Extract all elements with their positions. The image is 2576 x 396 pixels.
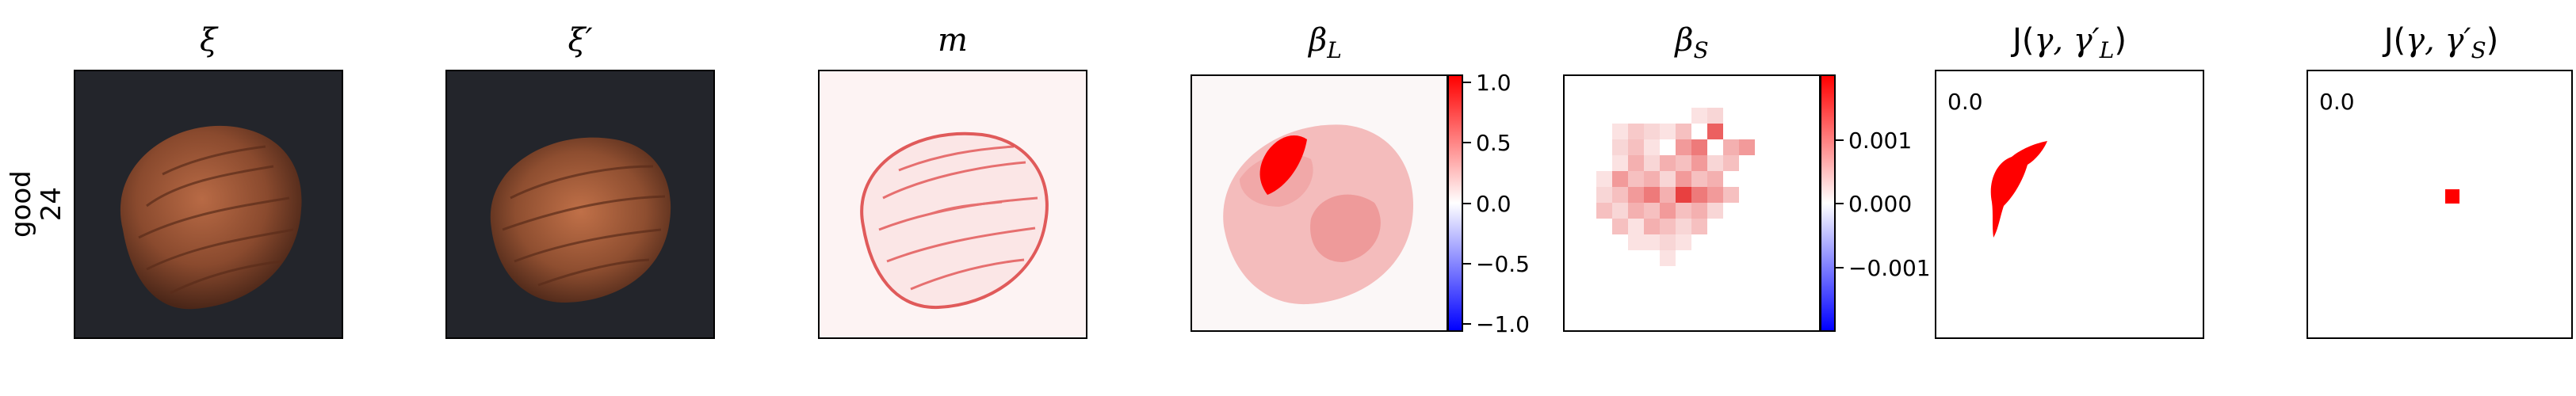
colorbar-beta-s-label-0: 0.001 xyxy=(1848,128,1913,154)
colorbar-beta-l-label-1: 0.5 xyxy=(1476,130,1512,156)
panel-title-beta-l: βL xyxy=(1191,22,1460,63)
panel-title-beta-s: βS xyxy=(1563,22,1821,63)
colorbar-beta-s-tick-2 xyxy=(1836,267,1844,268)
colorbar-beta-l xyxy=(1447,74,1463,332)
panel-title-j-s: J(γ, γ′S) xyxy=(2307,22,2576,63)
panel-title-j-l-suffix: ) xyxy=(2114,22,2127,59)
j-s-value: 0.0 xyxy=(2319,89,2355,115)
colorbar-beta-l-tick-3 xyxy=(1463,263,1471,265)
panel-title-m: m xyxy=(938,22,968,59)
row-label-line2: 24 xyxy=(36,186,67,222)
panel-title-j-l: J(γ, γ′L) xyxy=(1935,22,2204,63)
panel-title-xi: ξ xyxy=(199,22,218,59)
row-label-line1: good xyxy=(6,170,37,238)
panel-title-j-s-sub: S xyxy=(2471,37,2486,63)
panel-title-beta-s-main: β xyxy=(1675,22,1694,59)
colorbar-beta-l-label-2: 0.0 xyxy=(1476,191,1512,217)
panel-title-j-l-mid: γ, γ′ xyxy=(2034,22,2100,59)
panel-title-j-s-mid: γ, γ′ xyxy=(2406,22,2471,59)
panel-title-j-l-prefix: J( xyxy=(2012,22,2035,59)
colorbar-beta-s-label-2: −0.001 xyxy=(1848,255,1931,281)
panel-title-j-s-prefix: J( xyxy=(2383,22,2406,59)
image-xi-prime xyxy=(445,70,715,339)
colorbar-beta-l-tick-2 xyxy=(1463,203,1471,204)
panel-title-beta-l-main: β xyxy=(1309,22,1328,59)
panel-title-j-l-sub: L xyxy=(2099,37,2115,63)
colorbar-beta-s xyxy=(1820,74,1836,332)
image-j-s: 0.0 xyxy=(2307,70,2573,339)
colorbar-beta-s-tick-1 xyxy=(1836,203,1844,204)
row-label: good 24 xyxy=(6,170,67,238)
colorbar-beta-l-label-0: 1.0 xyxy=(1476,70,1512,96)
image-xi xyxy=(74,70,343,339)
panel-title-beta-s-sub: S xyxy=(1693,37,1709,63)
panel-title-xi-prime: ξ′ xyxy=(568,22,593,59)
panel-title-beta-l-sub: L xyxy=(1327,37,1342,63)
colorbar-beta-l-tick-1 xyxy=(1463,142,1471,143)
j-l-value: 0.0 xyxy=(1947,89,1983,115)
colorbar-beta-l-tick-0 xyxy=(1463,82,1471,83)
colorbar-beta-l-tick-4 xyxy=(1463,323,1471,325)
image-m xyxy=(818,70,1087,339)
image-j-l: 0.0 xyxy=(1935,70,2204,339)
colorbar-beta-s-tick-0 xyxy=(1836,139,1844,141)
colorbar-beta-s-label-1: 0.000 xyxy=(1848,191,1913,217)
panel-title-j-s-suffix: ) xyxy=(2486,22,2499,59)
colorbar-beta-l-label-4: −1.0 xyxy=(1476,311,1530,337)
image-beta-l xyxy=(1191,74,1448,332)
image-beta-s xyxy=(1563,74,1821,332)
colorbar-beta-l-label-3: −0.5 xyxy=(1476,251,1530,277)
